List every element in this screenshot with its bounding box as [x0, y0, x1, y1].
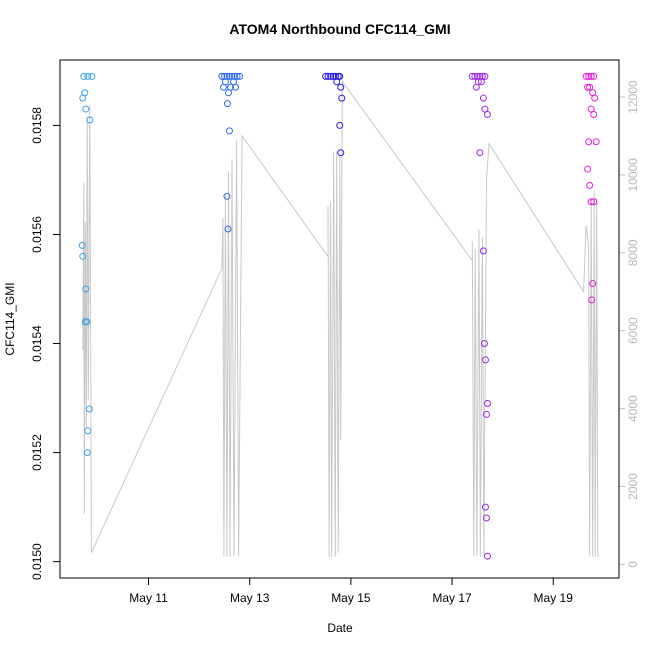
right-tick-label: 12000: [626, 80, 640, 114]
data-point: [590, 111, 598, 119]
data-point: [587, 198, 595, 206]
data-point: [82, 105, 90, 113]
plot-frame: [59, 59, 620, 579]
data-point: [80, 72, 88, 80]
data-point: [336, 72, 344, 80]
data-point: [585, 138, 593, 146]
data-point: [84, 72, 92, 80]
data-point: [88, 72, 96, 80]
data-point: [232, 83, 240, 91]
data-point: [83, 449, 91, 457]
data-point: [483, 552, 491, 560]
data-point: [82, 285, 90, 293]
data-point: [592, 138, 600, 146]
data-point: [479, 247, 487, 255]
data-point: [590, 198, 598, 206]
data-point: [333, 78, 341, 86]
right-tick-label: 2000: [626, 473, 640, 500]
data-point: [223, 192, 231, 200]
data-point: [587, 72, 595, 80]
data-point: [225, 127, 233, 135]
data-point: [585, 72, 593, 80]
data-point: [471, 72, 479, 80]
data-point: [324, 72, 332, 80]
x-tick-label: May 17: [432, 591, 472, 605]
data-point: [479, 94, 487, 102]
y-tick-label: 0.0154: [30, 325, 44, 362]
data-point: [84, 427, 92, 435]
right-tick-label: 4000: [626, 395, 640, 422]
data-point: [476, 149, 484, 157]
data-point: [338, 94, 346, 102]
x-tick-label: May 13: [230, 591, 270, 605]
data-point: [481, 105, 489, 113]
data-points: [78, 72, 600, 560]
data-point: [584, 165, 592, 173]
y-tick-label: 0.0158: [30, 107, 44, 144]
data-point: [218, 72, 226, 80]
data-point: [327, 72, 335, 80]
data-point: [329, 72, 337, 80]
data-point: [586, 181, 594, 189]
data-point: [336, 121, 344, 129]
right-axis: 0 2000 4000 6000 8000 10000 12000: [619, 80, 640, 568]
data-point: [337, 83, 345, 91]
data-point: [482, 410, 490, 418]
right-tick-label: 6000: [626, 317, 640, 344]
data-point: [582, 72, 590, 80]
data-point: [587, 105, 595, 113]
data-point: [468, 72, 476, 80]
y-axis: 0.0150 0.0152 0.0154 0.0156 0.0158: [30, 107, 60, 580]
data-point: [81, 89, 89, 97]
data-point: [79, 252, 87, 260]
data-point: [223, 100, 231, 108]
data-point: [85, 405, 93, 413]
data-point: [337, 149, 345, 157]
data-point: [483, 400, 491, 408]
data-point: [588, 296, 596, 304]
data-point: [86, 116, 94, 124]
y-tick-label: 0.0156: [30, 216, 44, 253]
data-point: [589, 280, 597, 288]
altitude-lines: [82, 79, 599, 557]
y-tick-label: 0.0150: [30, 543, 44, 580]
x-tick-label: May 11: [129, 591, 168, 605]
x-tick-label: May 19: [534, 591, 574, 605]
x-axis-label: Date: [327, 621, 353, 635]
data-point: [482, 514, 490, 522]
data-point: [480, 340, 488, 348]
data-point: [224, 225, 232, 233]
data-point: [481, 503, 489, 511]
data-point: [236, 72, 244, 80]
data-point: [226, 83, 234, 91]
x-axis: May 11 May 13 May 15 May 17 May 19: [129, 578, 573, 605]
altitude-line: [82, 79, 599, 557]
data-point: [474, 78, 482, 86]
data-point: [233, 72, 241, 80]
chart-title: ATOM4 Northbound CFC114_GMI: [229, 21, 450, 37]
data-point: [481, 356, 489, 364]
data-point: [83, 318, 91, 326]
x-tick-label: May 15: [331, 591, 371, 605]
data-point: [586, 83, 594, 91]
data-point: [483, 111, 491, 119]
data-point: [78, 241, 86, 249]
data-point: [584, 83, 592, 91]
right-tick-label: 10000: [626, 158, 640, 192]
data-point: [590, 72, 598, 80]
y-tick-label: 0.0152: [30, 434, 44, 471]
data-point: [481, 72, 489, 80]
right-tick-label: 8000: [626, 239, 640, 266]
data-point: [477, 78, 485, 86]
data-point: [221, 78, 229, 86]
data-point: [322, 72, 330, 80]
data-point: [591, 94, 599, 102]
data-point: [225, 72, 233, 80]
y-axis-label: CFC114_GMI: [3, 282, 17, 355]
right-tick-label: 0: [626, 561, 640, 568]
